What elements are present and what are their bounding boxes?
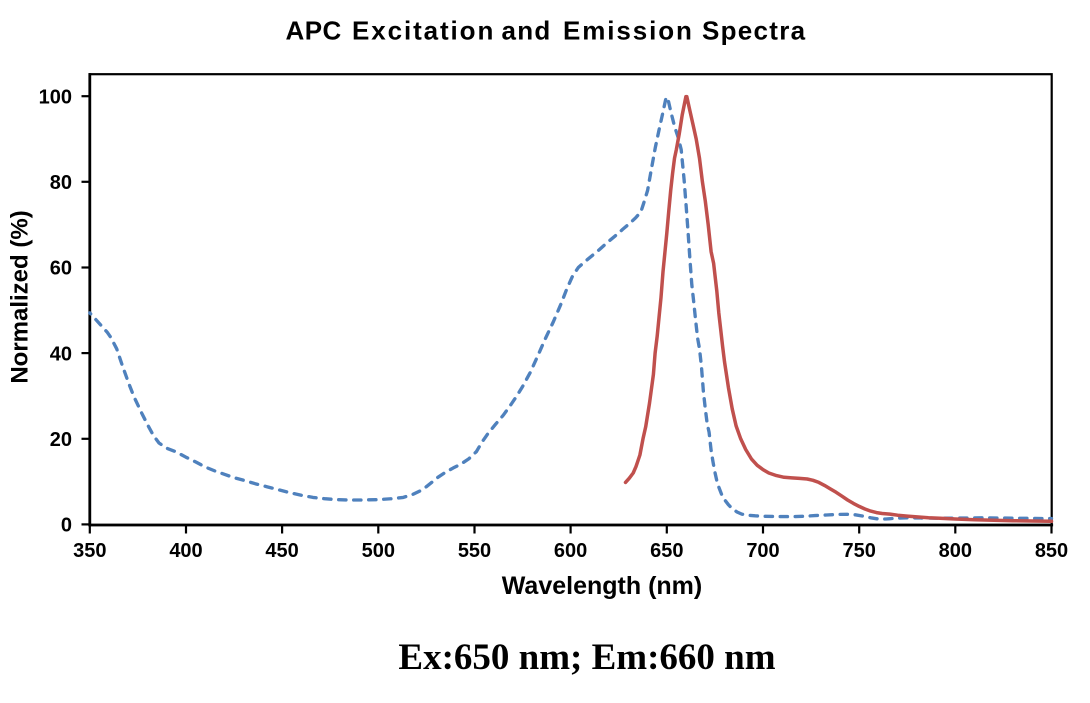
svg-text:Excitation: Excitation [352, 16, 495, 46]
svg-text:750: 750 [843, 540, 876, 562]
svg-text:Emission: Emission [563, 16, 694, 46]
svg-text:0: 0 [61, 515, 72, 537]
svg-text:80: 80 [50, 172, 72, 194]
svg-text:Normalized (%): Normalized (%) [7, 210, 34, 383]
svg-text:100: 100 [39, 86, 72, 108]
svg-text:550: 550 [458, 540, 491, 562]
svg-text:350: 350 [73, 540, 106, 562]
svg-text:500: 500 [362, 540, 395, 562]
svg-text:40: 40 [50, 343, 72, 365]
svg-text:APC: APC [286, 16, 342, 46]
svg-text:850: 850 [1035, 540, 1068, 562]
svg-text:700: 700 [746, 540, 779, 562]
svg-text:20: 20 [50, 429, 72, 451]
svg-text:650: 650 [650, 540, 683, 562]
svg-text:Wavelength (nm): Wavelength (nm) [502, 572, 702, 600]
svg-text:450: 450 [265, 540, 298, 562]
svg-text:400: 400 [169, 540, 202, 562]
svg-text:and: and [502, 16, 552, 46]
svg-text:800: 800 [939, 540, 972, 562]
svg-text:600: 600 [554, 540, 587, 562]
svg-text:Spectra: Spectra [702, 16, 806, 46]
svg-text:Ex:650 nm; Em:660 nm: Ex:650 nm; Em:660 nm [398, 637, 775, 678]
svg-text:60: 60 [50, 258, 72, 280]
